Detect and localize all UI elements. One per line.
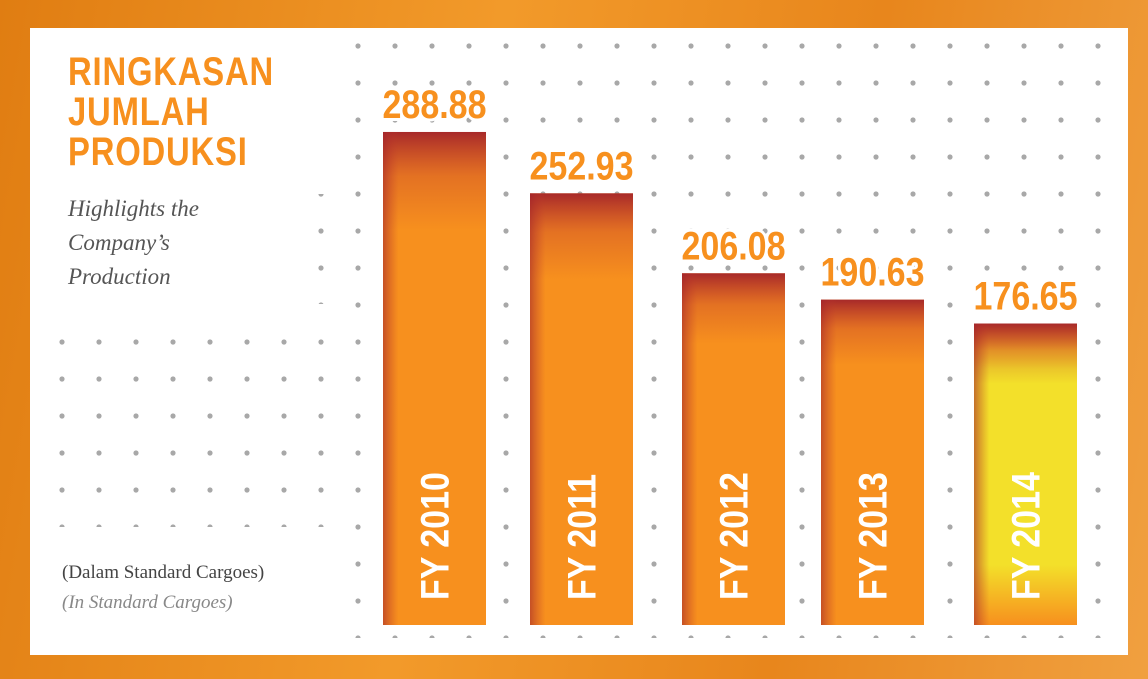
bar-shade bbox=[530, 193, 633, 625]
dot-pattern bbox=[54, 312, 354, 527]
bar-shade bbox=[974, 323, 1077, 625]
category-label: FY 2010 bbox=[412, 472, 457, 600]
value-label: 190.63 bbox=[821, 249, 925, 294]
category-label: FY 2014 bbox=[1003, 472, 1048, 600]
chart-title: RINGKASAN JUMLAH PRODUKSI bbox=[68, 50, 275, 174]
bar-shade bbox=[682, 273, 785, 625]
category-label: FY 2012 bbox=[711, 472, 756, 600]
value-label: 206.08 bbox=[682, 223, 786, 268]
value-label: 252.93 bbox=[530, 143, 634, 188]
chart-subtitle: Highlights the Company’s Production bbox=[68, 196, 199, 289]
value-label: 176.65 bbox=[974, 273, 1078, 318]
value-label: 288.88 bbox=[383, 81, 487, 126]
category-label: FY 2011 bbox=[559, 474, 604, 600]
bar-shade bbox=[383, 131, 486, 625]
dot-pattern bbox=[313, 194, 354, 304]
unit-label: (In Standard Cargoes) bbox=[62, 592, 233, 613]
bar-shade bbox=[821, 299, 924, 625]
category-label: FY 2013 bbox=[850, 472, 895, 600]
unit-label: (Dalam Standard Cargoes) bbox=[62, 562, 265, 583]
